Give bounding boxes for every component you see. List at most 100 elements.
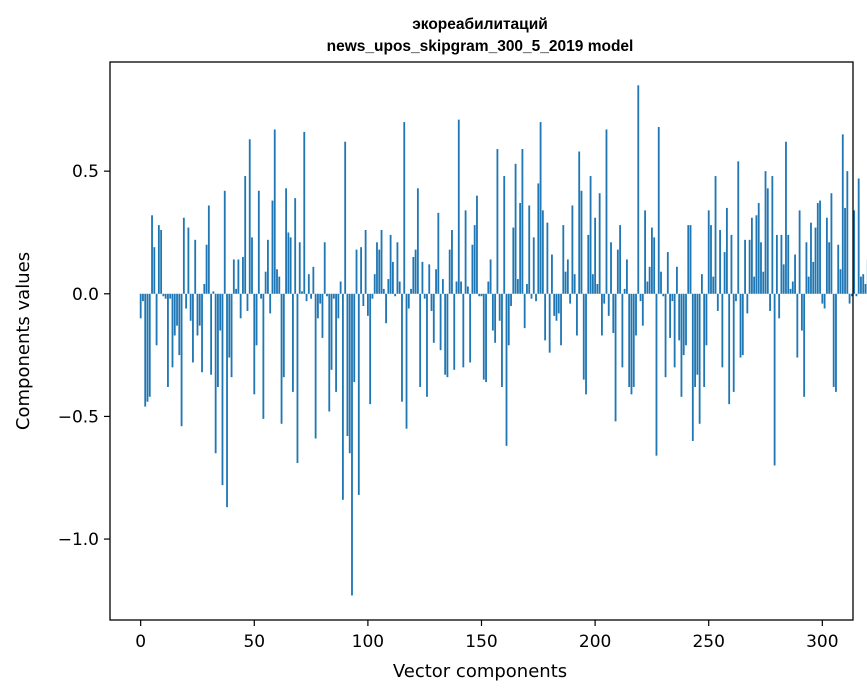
- bar-component-50: [253, 293, 256, 395]
- bar-component-312: [848, 293, 851, 304]
- bar-component-21: [187, 227, 190, 294]
- bar-component-224: [648, 266, 651, 294]
- bar-component-35: [219, 293, 222, 331]
- bar-component-10: [162, 293, 165, 297]
- bar-component-91: [346, 293, 349, 437]
- bar-component-56: [267, 239, 269, 294]
- bar-component-257: [723, 252, 726, 294]
- bar-component-189: [569, 293, 572, 304]
- x-tick-label: 300: [806, 632, 838, 652]
- bar-component-145: [469, 293, 472, 363]
- bar-component-211: [619, 225, 622, 294]
- bar-component-265: [741, 293, 744, 356]
- bar-component-186: [562, 225, 565, 294]
- bar-component-0: [139, 293, 142, 319]
- bar-component-287: [791, 281, 794, 294]
- bar-component-274: [762, 271, 765, 294]
- bar-component-203: [601, 293, 603, 336]
- bar-component-234: [671, 293, 674, 302]
- bar-component-65: [287, 232, 290, 294]
- bar-component-281: [778, 293, 781, 319]
- bar-component-81: [323, 242, 326, 294]
- y-tick-label: 0.5: [72, 162, 99, 182]
- bar-component-115: [401, 293, 403, 402]
- bar-component-250: [707, 210, 710, 294]
- bar-component-19: [182, 217, 185, 294]
- bar-component-120: [412, 256, 415, 294]
- bar-component-302: [825, 217, 828, 294]
- bar-component-192: [576, 293, 578, 336]
- bar-component-213: [623, 288, 626, 294]
- bar-component-131: [437, 212, 440, 294]
- bar-component-86: [335, 293, 337, 392]
- bar-component-149: [478, 293, 481, 297]
- x-tick-label: 50: [243, 632, 265, 652]
- bar-component-12: [167, 293, 169, 387]
- bar-component-261: [732, 293, 735, 392]
- bar-component-279: [773, 293, 776, 466]
- bar-component-307: [837, 244, 840, 294]
- bar-component-66: [289, 237, 292, 294]
- bar-component-283: [782, 264, 785, 294]
- bar-component-219: [637, 85, 640, 294]
- bar-component-243: [691, 293, 694, 441]
- bar-component-173: [532, 237, 535, 294]
- bar-component-222: [644, 210, 647, 294]
- bar-component-264: [739, 293, 742, 358]
- bar-component-188: [566, 259, 569, 294]
- bar-component-232: [666, 252, 669, 294]
- bar-component-32: [212, 291, 215, 294]
- bar-component-55: [264, 271, 267, 294]
- bar-component-130: [435, 269, 437, 294]
- bar-component-11: [164, 293, 167, 299]
- bar-component-212: [621, 293, 624, 368]
- bar-component-304: [830, 193, 833, 294]
- bar-component-153: [487, 281, 490, 294]
- bar-component-240: [685, 293, 687, 346]
- bar-component-38: [226, 293, 228, 508]
- bar-component-177: [541, 210, 544, 294]
- bar-component-254: [716, 293, 719, 311]
- bar-component-164: [512, 227, 515, 294]
- bar-component-111: [391, 261, 394, 294]
- bar-component-206: [607, 293, 610, 316]
- bar-component-291: [800, 293, 803, 331]
- x-tick-label: 250: [692, 632, 724, 652]
- bar-component-139: [455, 281, 458, 294]
- bar-component-85: [332, 293, 335, 299]
- y-tick-label: −1.0: [58, 530, 99, 550]
- bar-component-146: [471, 244, 474, 294]
- bar-component-316: [857, 178, 860, 294]
- bar-component-29: [205, 244, 208, 294]
- bar-component-181: [551, 254, 553, 294]
- bar-component-225: [651, 227, 653, 294]
- bar-component-216: [630, 293, 633, 395]
- bar-component-155: [491, 293, 494, 331]
- bar-component-89: [341, 293, 344, 500]
- bar-component-90: [344, 141, 347, 294]
- bar-component-238: [680, 293, 683, 397]
- bar-component-217: [632, 293, 635, 387]
- bar-component-99: [364, 230, 367, 294]
- bar-component-67: [292, 293, 294, 392]
- bar-component-183: [555, 293, 558, 321]
- bar-component-229: [660, 271, 662, 294]
- bar-component-92: [348, 293, 351, 454]
- bar-component-200: [594, 217, 597, 294]
- bar-component-142: [462, 293, 465, 368]
- bar-component-159: [501, 293, 503, 387]
- bar-component-15: [173, 293, 176, 336]
- bar-component-110: [389, 234, 392, 294]
- bar-component-157: [496, 149, 499, 294]
- bar-component-97: [360, 247, 362, 294]
- bar-component-253: [714, 176, 717, 294]
- bar-component-268: [748, 239, 751, 294]
- bar-component-151: [482, 293, 485, 380]
- bar-component-14: [171, 293, 174, 368]
- bar-component-207: [610, 242, 612, 294]
- bar-component-301: [823, 293, 826, 309]
- bar-component-36: [221, 293, 224, 486]
- bar-component-286: [789, 288, 792, 294]
- bar-component-2: [144, 293, 147, 407]
- bar-component-37: [223, 190, 226, 294]
